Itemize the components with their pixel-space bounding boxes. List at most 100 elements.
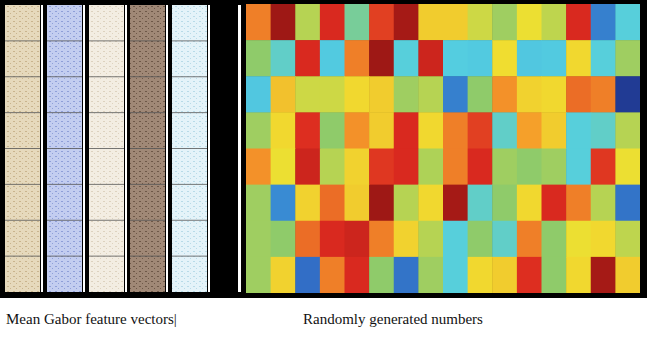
heatmap-cell xyxy=(320,185,345,222)
strip-separator xyxy=(83,5,85,292)
heatmap-cell xyxy=(418,149,443,186)
heatmap-cell xyxy=(566,149,591,186)
heatmap-cell xyxy=(345,185,370,222)
strip-divider xyxy=(47,256,82,257)
heatmap-cell xyxy=(591,221,616,258)
heatmap-cell xyxy=(246,76,271,113)
heatmap-cell xyxy=(468,76,493,113)
heatmap-cell xyxy=(615,221,640,258)
heatmap-cell xyxy=(542,257,567,293)
heatmap-cell xyxy=(394,76,419,113)
heatmap-cell xyxy=(591,149,616,186)
strip-separator xyxy=(166,5,168,292)
heatmap-cell xyxy=(394,257,419,293)
heatmap-cell xyxy=(542,40,567,77)
heatmap-cell xyxy=(468,149,493,186)
heatmap-cell xyxy=(492,76,517,113)
heatmap-cell xyxy=(295,40,320,77)
heatmap-cell xyxy=(517,257,542,293)
heatmap-cell xyxy=(369,221,394,258)
heatmap-cell xyxy=(591,185,616,222)
heatmap-cell xyxy=(468,221,493,258)
heatmap-cell xyxy=(517,185,542,222)
strip-divider xyxy=(172,112,207,113)
heatmap-cell xyxy=(517,40,542,77)
heatmap-cell xyxy=(345,112,370,149)
heatmap-cell xyxy=(542,76,567,113)
texture-strips xyxy=(5,5,241,292)
strip-divider xyxy=(89,256,124,257)
heatmap-cell xyxy=(542,4,567,41)
heatmap-cell xyxy=(271,76,296,113)
strip-divider xyxy=(5,148,40,149)
heatmap-cell xyxy=(615,257,640,293)
heatmap-cell xyxy=(246,257,271,293)
heatmap-cell xyxy=(418,40,443,77)
heatmap-cell xyxy=(246,40,271,77)
heatmap-cell xyxy=(443,4,468,41)
heatmap-cell xyxy=(418,112,443,149)
heatmap-cell xyxy=(345,257,370,293)
heatmap-cell xyxy=(492,185,517,222)
heatmap-cell xyxy=(566,221,591,258)
heatmap-cell xyxy=(542,221,567,258)
heatmap-cell xyxy=(394,112,419,149)
heatmap-cell xyxy=(394,40,419,77)
heatmap-cell xyxy=(517,149,542,186)
caption: Mean Gabor feature vectors| xyxy=(6,311,177,327)
heatmap-cell xyxy=(591,112,616,149)
heatmap-cell xyxy=(492,221,517,258)
heatmap-cell xyxy=(295,149,320,186)
heatmap-cells xyxy=(246,4,640,293)
heatmap-cell xyxy=(295,185,320,222)
strip-separator xyxy=(208,5,210,292)
heatmap-cell xyxy=(615,112,640,149)
panel-separator xyxy=(238,5,241,292)
strip-divider xyxy=(5,40,40,41)
heatmap-cell xyxy=(271,149,296,186)
strip-divider xyxy=(89,112,124,113)
heatmap-cell xyxy=(566,112,591,149)
heatmap-cell xyxy=(615,40,640,77)
heatmap-cell xyxy=(369,76,394,113)
strip-divider xyxy=(47,184,82,185)
strip-divider xyxy=(172,148,207,149)
strip-divider xyxy=(89,220,124,221)
heatmap-cell xyxy=(542,185,567,222)
strip-divider xyxy=(130,184,165,185)
strip-divider xyxy=(89,148,124,149)
heatmap-cell xyxy=(492,4,517,41)
strip-divider xyxy=(172,184,207,185)
heatmap-cell xyxy=(418,4,443,41)
heatmap-cell xyxy=(418,76,443,113)
heatmap-cell xyxy=(443,257,468,293)
strip-divider xyxy=(130,76,165,77)
heatmap-cell xyxy=(295,76,320,113)
heatmap-cell xyxy=(369,149,394,186)
heatmap-cell xyxy=(418,185,443,222)
strip-divider xyxy=(89,76,124,77)
heatmap-cell xyxy=(394,185,419,222)
strip-divider xyxy=(5,112,40,113)
heatmap-cell xyxy=(517,76,542,113)
heatmap-cell xyxy=(246,4,271,41)
heatmap-cell xyxy=(271,185,296,222)
heatmap-cell xyxy=(295,257,320,293)
heatmap-cell xyxy=(443,149,468,186)
heatmap-cell xyxy=(468,257,493,293)
strip-divider xyxy=(47,220,82,221)
heatmap-cell xyxy=(345,76,370,113)
strip-separator xyxy=(41,5,43,292)
strip-divider xyxy=(5,184,40,185)
heatmap-cell xyxy=(591,4,616,41)
heatmap-cell xyxy=(246,221,271,258)
heatmap-cell xyxy=(591,257,616,293)
strip-divider xyxy=(172,256,207,257)
heatmap-cell xyxy=(566,40,591,77)
heatmap-cell xyxy=(271,40,296,77)
strip-divider xyxy=(5,76,40,77)
strip-divider xyxy=(172,220,207,221)
heatmap-cell xyxy=(418,221,443,258)
strip-separator xyxy=(125,5,127,292)
heatmap-cell xyxy=(246,112,271,149)
